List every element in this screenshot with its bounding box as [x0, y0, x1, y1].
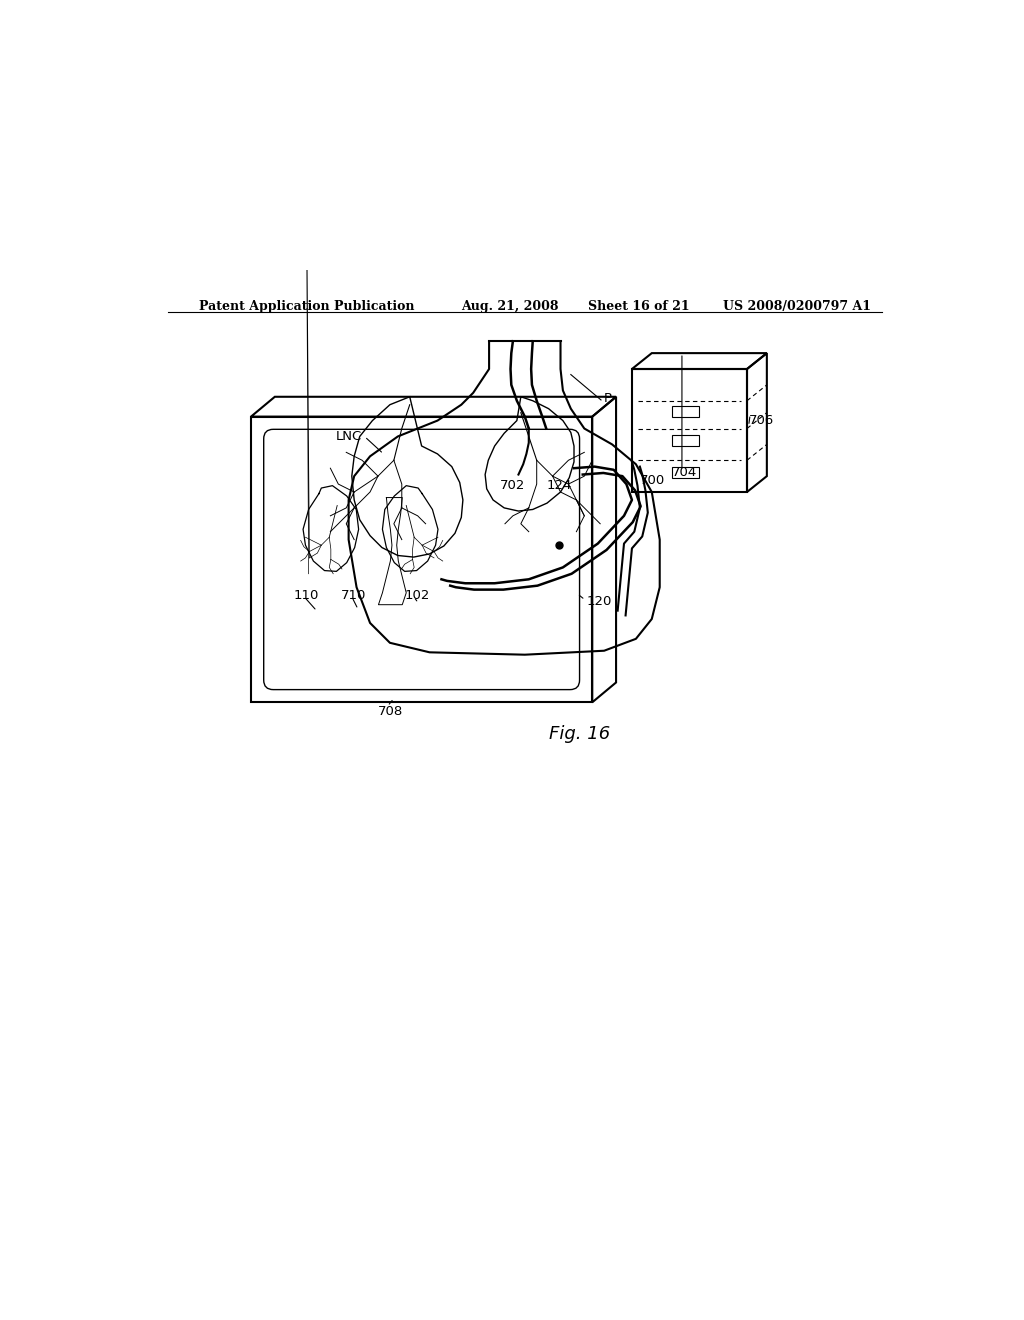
- Text: 110: 110: [293, 589, 318, 602]
- Text: 702: 702: [500, 479, 524, 492]
- Text: 706: 706: [749, 414, 774, 428]
- Text: 700: 700: [640, 474, 666, 487]
- Text: 710: 710: [341, 589, 366, 602]
- Text: LNC: LNC: [336, 430, 362, 444]
- Text: 124: 124: [547, 479, 572, 492]
- Text: 120: 120: [587, 595, 612, 609]
- Text: Aug. 21, 2008: Aug. 21, 2008: [461, 300, 559, 313]
- Text: 704: 704: [672, 466, 697, 479]
- Text: Fig. 16: Fig. 16: [549, 725, 610, 743]
- Text: Sheet 16 of 21: Sheet 16 of 21: [588, 300, 690, 313]
- Text: 708: 708: [378, 705, 403, 718]
- Text: US 2008/0200797 A1: US 2008/0200797 A1: [723, 300, 871, 313]
- Text: 102: 102: [404, 589, 429, 602]
- Text: P: P: [604, 392, 612, 405]
- Bar: [672, 405, 699, 417]
- Bar: [672, 466, 699, 478]
- Text: Patent Application Publication: Patent Application Publication: [200, 300, 415, 313]
- Bar: [672, 434, 699, 446]
